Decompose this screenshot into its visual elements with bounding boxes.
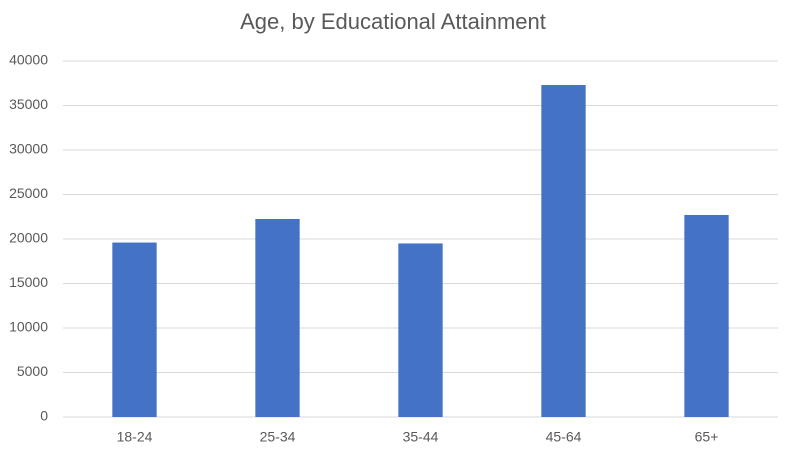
bar (112, 242, 157, 417)
y-tick-label: 35000 (9, 96, 48, 112)
x-tick-label: 25-34 (260, 429, 296, 445)
y-tick-label: 0 (40, 408, 48, 424)
y-tick-label: 30000 (9, 141, 48, 157)
bar (541, 85, 586, 417)
x-tick-label: 65+ (695, 429, 719, 445)
y-tick-label: 40000 (9, 52, 48, 68)
y-tick-label: 5000 (17, 363, 48, 379)
x-tick-label: 45-64 (546, 429, 582, 445)
bar (255, 218, 300, 417)
x-tick-label: 35-44 (403, 429, 439, 445)
y-tick-label: 20000 (9, 230, 48, 246)
chart-title: Age, by Educational Attainment (240, 9, 546, 34)
y-tick-label: 15000 (9, 274, 48, 290)
y-tick-label: 10000 (9, 319, 48, 335)
y-tick-label: 25000 (9, 185, 48, 201)
bar (684, 214, 729, 417)
x-tick-label: 18-24 (117, 429, 153, 445)
bar (398, 243, 443, 417)
